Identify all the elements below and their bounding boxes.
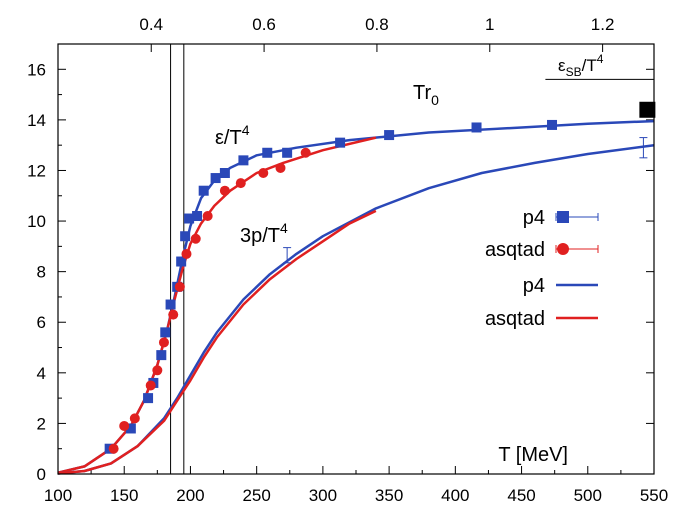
- top-axis-label-main: Tr: [413, 82, 431, 104]
- data-point-circle-1-5: [158, 337, 169, 348]
- legend-label-p4-points: p4: [523, 207, 545, 229]
- data-point-circle-1-1: [119, 420, 130, 431]
- data-point-square-0-10: [184, 213, 195, 224]
- data-point-square-0-20: [471, 122, 482, 133]
- x-tick-label-550: 550: [640, 486, 668, 505]
- top-tick-label-0.8: 0.8: [365, 15, 389, 34]
- x-axis-label: T [MeV]: [498, 444, 568, 466]
- data-point-circle-1-10: [202, 211, 213, 221]
- legend-label-p4-line: p4: [523, 275, 545, 297]
- tick-labels-layer: 100 150 200 250 300 350 400 450 500 5500246810121…: [27, 15, 668, 505]
- data-point-square-0-6: [165, 299, 176, 310]
- x-tick-label-150: 150: [110, 486, 138, 505]
- data-point-circle-1-8: [181, 248, 192, 259]
- data-point-square-0-13: [210, 173, 221, 184]
- data-point-circle-1-7: [174, 281, 185, 292]
- axis-ticks-layer: [57, 44, 655, 475]
- data-points-layer: [104, 101, 656, 454]
- legend-label-asqtad-points: asqtad: [485, 239, 545, 261]
- data-point-circle-1-6: [168, 309, 179, 320]
- data-point-circle-1-4: [152, 365, 163, 376]
- data-point-circle-1-0: [108, 443, 119, 454]
- data-point-square-0-19: [384, 130, 395, 141]
- plot-frame: [57, 43, 655, 475]
- sb-label-main: ε: [558, 56, 566, 75]
- y-tick-label-14: 14: [27, 111, 46, 130]
- top-tick-label-0.6: 0.6: [252, 15, 276, 34]
- data-point-circle-1-3: [145, 380, 156, 391]
- data-point-square-0-4: [156, 350, 167, 361]
- data-point-circle-1-9: [190, 233, 201, 244]
- x-tick-label-300: 300: [309, 486, 337, 505]
- y-tick-label-10: 10: [27, 212, 46, 231]
- pressure-label-sup: 4: [280, 220, 288, 236]
- legend-label-asqtad-line: asqtad: [485, 308, 545, 330]
- data-point-square-0-9: [180, 231, 191, 242]
- x-tick-label-500: 500: [574, 486, 602, 505]
- legend: p4 asqtad p4 asqtad: [485, 207, 599, 330]
- data-point-circle-1-14: [275, 162, 286, 173]
- y-tick-label-4: 4: [37, 364, 46, 383]
- x-tick-label-250: 250: [242, 486, 270, 505]
- fit-curve-2: [57, 119, 655, 474]
- legend-samples: [555, 211, 599, 320]
- data-point-square-0-8: [176, 256, 187, 267]
- top-axis-label: Tr0: [413, 82, 439, 108]
- fit-curve-5: [57, 209, 377, 475]
- top-tick-label-1: 1: [485, 15, 494, 34]
- x-tick-label-100: 100: [44, 486, 72, 505]
- data-point-square-0-11: [192, 211, 203, 221]
- data-point-circle-1-15: [300, 147, 311, 158]
- x-tick-label-350: 350: [375, 486, 403, 505]
- data-point-square-0-2: [143, 393, 154, 404]
- data-point-square-0-5: [160, 327, 171, 338]
- sb-label-sub: SB: [566, 65, 582, 79]
- top-tick-label-1.2: 1.2: [591, 15, 615, 34]
- data-point-square-0-15: [238, 155, 249, 166]
- legend-sample-circle-1: [557, 243, 569, 255]
- top-axis-label-sub: 0: [431, 92, 439, 108]
- x-tick-label-200: 200: [176, 486, 204, 505]
- data-point-square-0-12: [198, 185, 209, 196]
- data-point-square-0-17: [282, 147, 293, 158]
- data-point-square-0-18: [335, 137, 346, 148]
- sb-label-sup: 4: [597, 52, 604, 66]
- energy-label-main: ε/T: [215, 127, 242, 149]
- top-tick-label-0.4: 0.4: [139, 15, 163, 34]
- sb-marker-0: [639, 101, 656, 118]
- data-point-circle-1-11: [219, 185, 230, 196]
- data-point-square-0-21: [547, 119, 558, 130]
- y-tick-label-16: 16: [27, 60, 46, 79]
- fit-curve-3: [57, 136, 377, 474]
- y-tick-label-12: 12: [27, 161, 46, 180]
- y-tick-label-2: 2: [37, 414, 46, 433]
- data-point-square-0-1: [125, 423, 136, 434]
- data-point-circle-1-13: [258, 168, 269, 178]
- data-point-circle-1-2: [129, 413, 140, 424]
- y-tick-label-6: 6: [37, 313, 46, 332]
- legend-sample-square-0: [557, 211, 569, 223]
- data-point-circle-1-12: [235, 178, 246, 189]
- pressure-label: 3p/T4: [240, 220, 288, 247]
- data-point-square-0-14: [219, 168, 230, 178]
- energy-label-sup: 4: [242, 122, 250, 138]
- fit-curves-layer: [57, 119, 655, 475]
- data-point-square-0-16: [262, 147, 273, 158]
- energy-density-label: ε/T4: [215, 122, 250, 149]
- y-tick-label-8: 8: [37, 263, 46, 282]
- x-tick-label-400: 400: [441, 486, 469, 505]
- pressure-label-main: 3p/T: [240, 225, 280, 247]
- fit-curve-4: [57, 143, 655, 475]
- x-tick-label-450: 450: [507, 486, 535, 505]
- sb-label-rest: /T: [582, 56, 597, 75]
- y-tick-label-0: 0: [37, 465, 46, 484]
- sb-limit-label: εSB/T4: [558, 52, 604, 79]
